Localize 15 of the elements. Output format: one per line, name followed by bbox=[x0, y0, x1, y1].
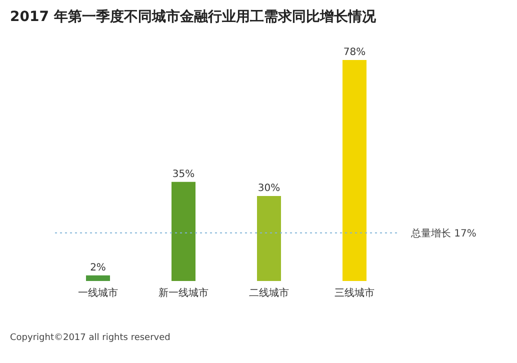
x-tick-label: 三线城市 bbox=[334, 287, 374, 300]
bar bbox=[342, 60, 366, 281]
text: Copyright©2017 all rights reserved bbox=[10, 333, 170, 343]
ref-line-label: 总量增长 17% bbox=[410, 227, 476, 240]
x-tick-label: 一线城市 bbox=[78, 287, 118, 300]
chart-title: 2017 年第一季度不同城市金融行业用工需求同比增长情况 bbox=[10, 8, 376, 26]
x-tick-label: 新一线城市 bbox=[158, 287, 208, 300]
data-label: 35% bbox=[172, 168, 195, 180]
data-label: 30% bbox=[258, 183, 280, 194]
bar bbox=[172, 182, 196, 281]
bar bbox=[86, 275, 110, 281]
x-tick-label: 二线城市 bbox=[248, 287, 289, 300]
data-label: 78% bbox=[343, 47, 366, 58]
bar bbox=[257, 196, 281, 281]
data-label: 2% bbox=[90, 262, 106, 274]
